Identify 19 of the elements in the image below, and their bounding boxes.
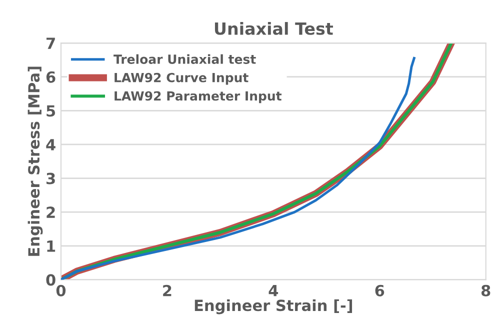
x-tick-label: 8 bbox=[481, 284, 490, 296]
chart-title: Uniaxial Test bbox=[214, 22, 334, 35]
y-tick-label: 7 bbox=[46, 38, 55, 49]
x-axis-title: Engineer Strain [-] bbox=[194, 299, 352, 314]
x-tick-label: 4 bbox=[268, 285, 278, 296]
y-tick-label: 6 bbox=[46, 71, 56, 83]
y-tick-label: 1 bbox=[47, 240, 56, 252]
legend-label: LAW92 Curve Input bbox=[114, 72, 248, 85]
x-tick-label: 6 bbox=[375, 284, 384, 296]
legend-label: LAW92 Parameter Input bbox=[114, 91, 282, 104]
y-tick-label: 2 bbox=[46, 206, 55, 218]
y-tick-label: 0 bbox=[46, 274, 56, 286]
y-tick-label: 5 bbox=[46, 105, 56, 117]
legend-label: Treloar Uniaxial test bbox=[114, 54, 256, 64]
y-axis-title: Engineer Stress [MPa] bbox=[28, 66, 43, 256]
x-tick-label: 2 bbox=[163, 284, 172, 296]
y-tick-label: 3 bbox=[46, 172, 55, 184]
y-tick-label: 4 bbox=[46, 139, 56, 150]
x-tick-label: 0 bbox=[56, 284, 66, 296]
